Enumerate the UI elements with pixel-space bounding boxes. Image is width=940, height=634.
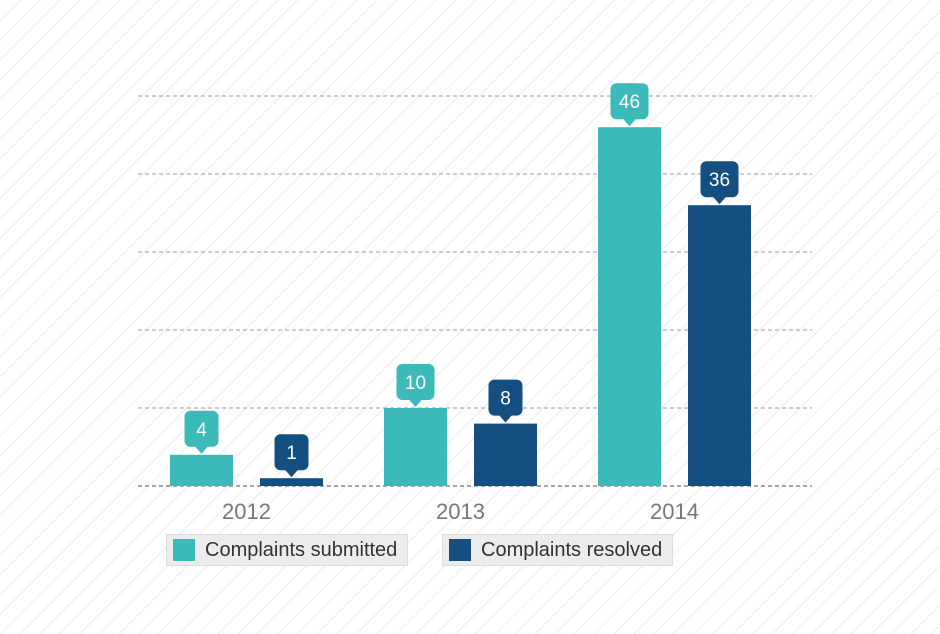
- legend-item-submitted: Complaints submitted: [166, 534, 409, 566]
- bar-resolved-2014: [688, 205, 751, 486]
- callout-box: [610, 83, 649, 120]
- bars: 4 1 10 8 46 36: [170, 83, 751, 486]
- x-tick-label-2013: 2013: [436, 499, 485, 524]
- callout-box: [274, 434, 309, 471]
- callout-pointer: [712, 196, 727, 205]
- data-label-text: 4: [196, 420, 207, 441]
- legend-label-submitted: Complaints submitted: [205, 538, 398, 561]
- callout-box: [396, 364, 435, 400]
- legend-swatch-resolved: [449, 539, 471, 561]
- data-label-submitted-2013: 10: [396, 364, 435, 407]
- data-label-text: 8: [500, 389, 511, 410]
- callout-box: [184, 410, 219, 447]
- x-axis-tick-labels: 2012 2013 2014: [222, 499, 699, 524]
- data-label-resolved-2012: 1: [274, 434, 309, 478]
- data-label-resolved-2014: 36: [700, 161, 739, 205]
- bar-resolved-2012: [260, 478, 323, 486]
- data-label-submitted-2014: 46: [610, 83, 649, 127]
- callout-pointer: [622, 118, 637, 127]
- data-label-text: 10: [405, 373, 426, 394]
- data-label-submitted-2012: 4: [184, 410, 219, 454]
- bar-submitted-2012: [170, 454, 233, 486]
- legend-swatch-submitted: [173, 539, 195, 561]
- data-label-resolved-2013: 8: [488, 379, 523, 423]
- data-label-text: 1: [286, 443, 297, 464]
- data-label-text: 36: [709, 170, 730, 191]
- data-label-text: 46: [619, 92, 640, 113]
- callout-pointer: [194, 445, 209, 454]
- bar-submitted-2013: [384, 408, 447, 486]
- callout-box: [488, 379, 523, 416]
- callout-pointer: [284, 469, 299, 478]
- x-tick-label-2012: 2012: [222, 499, 271, 524]
- bar-submitted-2014: [598, 127, 661, 486]
- callout-box: [700, 161, 739, 198]
- x-tick-label-2014: 2014: [650, 499, 699, 524]
- legend-label-resolved: Complaints resolved: [481, 538, 663, 561]
- callout-pointer: [498, 414, 513, 423]
- callout-pointer: [408, 399, 423, 407]
- bar-resolved-2013: [474, 423, 537, 486]
- legend-item-resolved: Complaints resolved: [442, 534, 674, 566]
